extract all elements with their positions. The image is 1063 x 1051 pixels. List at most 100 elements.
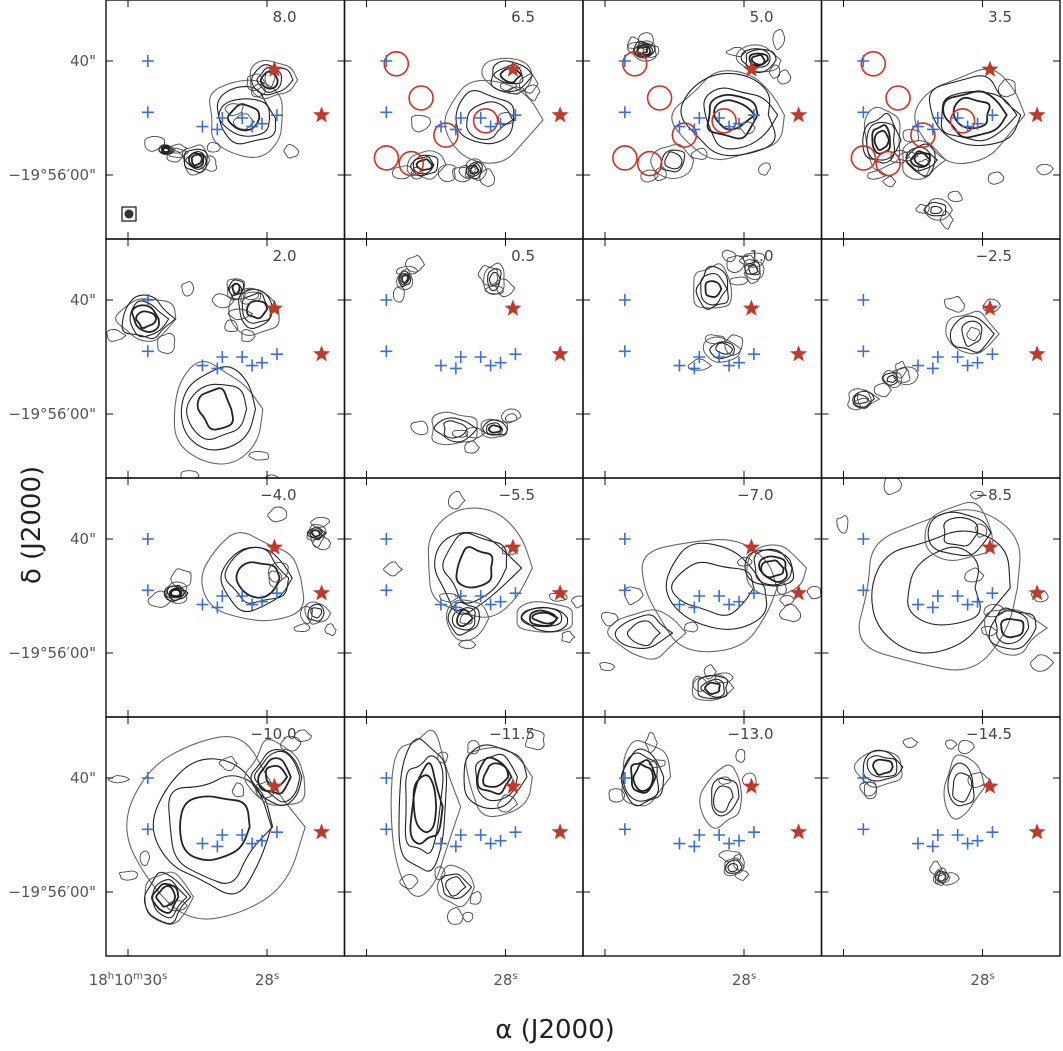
contour-line: [206, 141, 221, 153]
contour-line: [723, 857, 745, 877]
channel-panel: 3.5: [820, 0, 1061, 240]
contour-line: [702, 336, 742, 363]
contour-line: [599, 662, 616, 672]
contour-line: [383, 561, 404, 577]
contour-line: [1030, 654, 1055, 672]
contour-line: [444, 79, 544, 164]
velocity-label: −10.0: [251, 725, 297, 743]
contour-line: [445, 876, 467, 897]
contour-line: [929, 860, 943, 877]
blue-cross-marker: [857, 584, 870, 597]
blue-cross-marker: [693, 351, 706, 363]
contour-line: [753, 548, 793, 586]
contour-line: [725, 859, 743, 874]
contour-line: [157, 332, 176, 354]
red-star-marker: [551, 584, 569, 601]
contour-line: [264, 764, 289, 788]
blue-cross-marker: [211, 123, 224, 136]
contour-line: [934, 870, 947, 886]
channel-panel: −11.5: [343, 716, 584, 957]
contour-line: [727, 863, 739, 873]
contour-line: [638, 32, 654, 50]
contour-group: [627, 28, 792, 183]
contour-line: [607, 609, 687, 660]
contour-line: [750, 54, 766, 66]
channel-panel: 6.5: [343, 0, 584, 240]
contour-line: [626, 620, 661, 647]
panel-frame: [105, 716, 346, 957]
blue-cross-marker: [474, 829, 487, 841]
y-tick-label: 40": [70, 52, 96, 70]
contour-line: [464, 158, 488, 181]
contour-line: [692, 675, 708, 692]
blue-cross-marker: [986, 826, 999, 839]
red-circle-marker: [910, 122, 936, 148]
contour-line: [390, 729, 462, 897]
blue-cross-marker: [723, 359, 736, 372]
contour-line: [264, 474, 280, 478]
blue-cross-marker: [673, 598, 686, 611]
y-tick-label: 40": [70, 769, 96, 787]
blue-cross-marker: [256, 117, 269, 130]
blue-cross-marker: [196, 120, 209, 133]
contour-line: [726, 255, 746, 274]
blue-cross-marker: [474, 112, 487, 124]
contour-line: [937, 872, 947, 882]
channel-panel: −7.0: [582, 477, 823, 718]
contour-line: [151, 882, 180, 914]
blue-cross-marker: [449, 362, 462, 375]
blue-cross-marker: [216, 351, 229, 363]
contour-line: [427, 507, 533, 618]
contour-line: [224, 103, 244, 117]
contour-line: [697, 674, 729, 699]
blue-cross-marker: [380, 106, 393, 119]
blue-cross-marker: [911, 837, 924, 850]
contour-line: [984, 608, 1049, 656]
red-circle-marker: [949, 108, 976, 134]
contour-line: [735, 748, 746, 763]
contour-line: [462, 911, 474, 923]
blue-cross-marker: [951, 112, 964, 124]
contour-line: [746, 544, 808, 597]
blue-cross-marker: [449, 123, 462, 136]
contour-line: [187, 152, 205, 169]
blue-cross-marker: [434, 598, 447, 611]
channel-panel: −14.5: [820, 716, 1061, 957]
velocity-label: −4.0: [260, 486, 296, 504]
blue-cross-marker: [911, 120, 924, 133]
blue-cross-marker: [618, 294, 631, 306]
red-star-marker: [504, 299, 522, 316]
blue-cross-marker: [494, 834, 507, 847]
contour-line: [524, 729, 545, 751]
contour-group: [836, 478, 1055, 672]
contour-line: [882, 175, 897, 188]
contour-line: [738, 254, 757, 267]
blue-cross-marker: [693, 590, 706, 602]
red-star-marker: [1028, 584, 1046, 601]
blue-cross-marker: [256, 356, 269, 369]
x-tick-label: 28s: [493, 971, 517, 989]
blue-cross-marker: [733, 834, 746, 847]
contour-line: [254, 750, 301, 803]
contour-line: [306, 523, 327, 541]
blue-cross-marker: [931, 112, 944, 124]
blue-cross-marker: [474, 351, 487, 363]
contour-line: [914, 68, 1026, 165]
contour-line: [768, 64, 781, 79]
contour-group: [853, 737, 991, 886]
blue-cross-marker: [857, 345, 870, 358]
blue-cross-marker: [236, 829, 249, 841]
red-star-marker: [981, 299, 999, 316]
blue-cross-marker: [713, 829, 726, 841]
contour-line: [185, 151, 207, 170]
blue-cross-marker: [216, 112, 229, 124]
red-star-marker: [265, 299, 283, 316]
blue-cross-marker: [196, 837, 209, 850]
y-tick-label: 40": [70, 291, 96, 309]
contour-line: [324, 623, 337, 636]
blue-cross-marker: [971, 117, 984, 130]
blue-cross-marker: [618, 345, 631, 358]
blue-cross-marker: [961, 120, 974, 133]
contour-line: [398, 270, 412, 288]
velocity-label: −13.0: [728, 725, 774, 743]
